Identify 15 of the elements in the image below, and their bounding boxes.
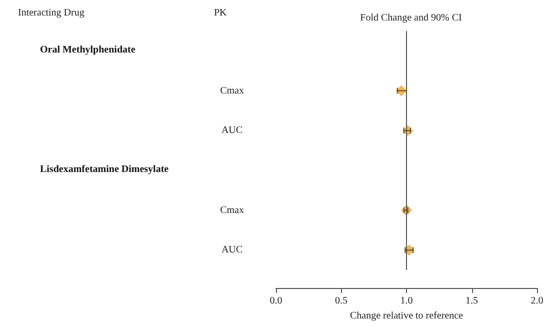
- text: Oral Methylphenidate: [40, 44, 136, 56]
- y-tick-label: Cmax: [220, 85, 244, 96]
- x-axis-title: Change relative to reference: [350, 310, 464, 322]
- chart-title: Fold Change and 90% CI: [360, 12, 462, 24]
- text: Lisdexamfetamine Dimesylate: [40, 164, 170, 175]
- y-tick-label: AUC: [221, 244, 243, 256]
- text: Interacting Drug: [18, 8, 84, 18]
- x-tick-label: 1.5: [466, 296, 478, 306]
- x-tick-label: 1.0: [400, 296, 413, 306]
- x-tick-label: 2.0: [530, 296, 544, 306]
- x-tick-label: 0.0: [270, 296, 282, 306]
- y-tick-label: Cmax: [220, 204, 244, 216]
- y-tick-label: AUC: [221, 125, 243, 136]
- x-tick-label: 0.5: [335, 296, 348, 306]
- text: PK: [214, 8, 228, 18]
